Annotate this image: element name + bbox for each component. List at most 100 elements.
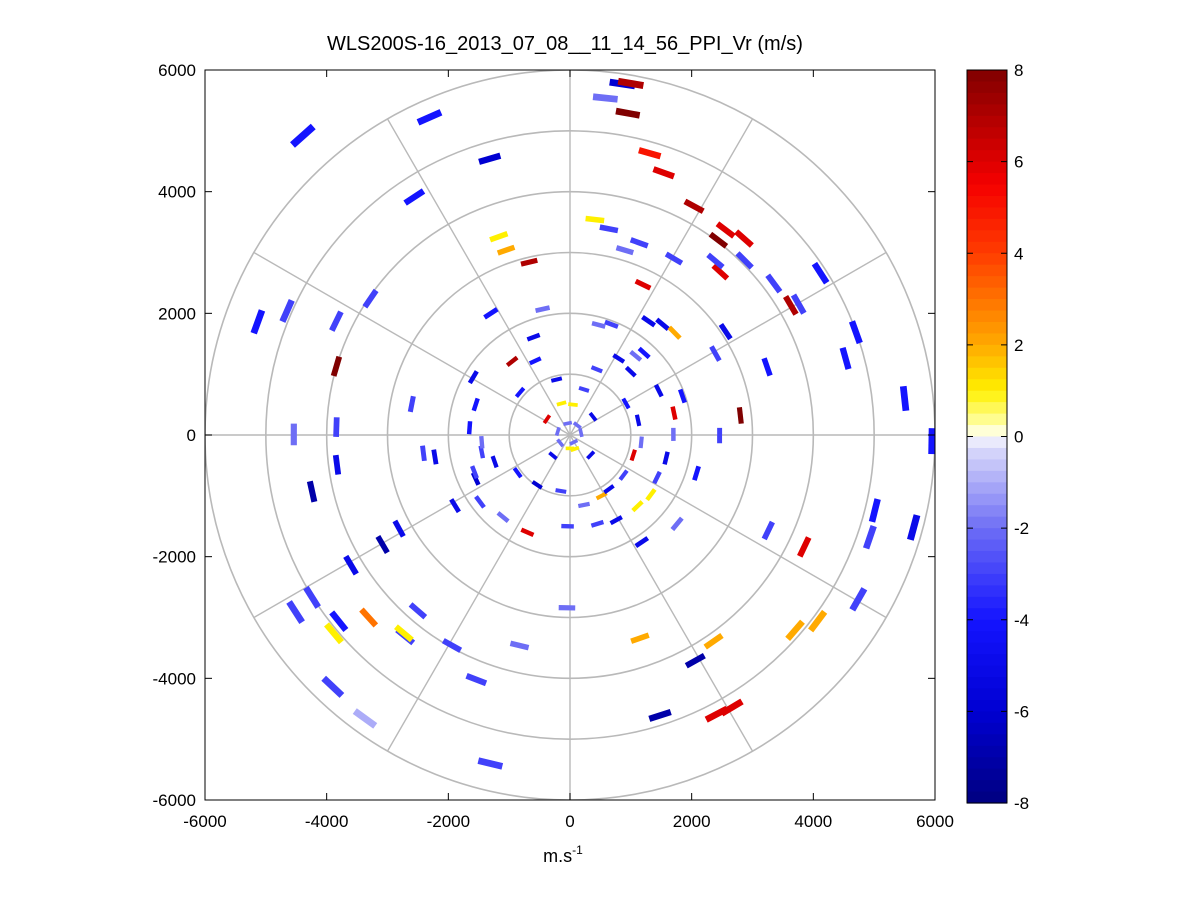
colorbar-tick-label: 0 — [1014, 428, 1023, 447]
gate-30 — [509, 640, 530, 651]
colorbar-swatch — [967, 218, 1007, 231]
gate-48 — [332, 454, 342, 475]
y-axis: 6000 4000 2000 0 -2000 -4000 -6000 — [153, 61, 935, 810]
colorbar-swatch — [967, 264, 1007, 277]
gate-116 — [634, 414, 642, 427]
gate-24 — [684, 653, 706, 669]
gate-144 — [554, 426, 561, 437]
spoke-300 — [569, 434, 754, 752]
x-tick-label: 4000 — [794, 812, 832, 831]
y-tick-label: 0 — [187, 426, 196, 445]
gate-58 — [279, 298, 295, 323]
colorbar-tick-label: 8 — [1014, 61, 1023, 80]
y-tick-label: 2000 — [158, 304, 196, 323]
gate-92 — [717, 427, 723, 444]
colorbar-swatch — [967, 608, 1007, 621]
gate-94 — [670, 516, 684, 532]
x-axis-label-base: m.s — [543, 846, 572, 866]
colorbar-swatch — [967, 551, 1007, 564]
x-axis-label: m.s-1 — [543, 843, 583, 866]
gate-18 — [849, 587, 868, 612]
gate-42 — [352, 708, 378, 729]
gate-23 — [703, 632, 724, 650]
colorbar-swatch — [967, 631, 1007, 644]
gate-61 — [416, 109, 443, 126]
gate-65 — [489, 231, 509, 243]
gate-100 — [590, 365, 603, 374]
gate-128 — [496, 511, 510, 524]
x-tick-label: -2000 — [427, 812, 470, 831]
gate-38 — [286, 600, 305, 624]
colorbar-swatch — [967, 711, 1007, 724]
gate-89 — [667, 325, 682, 340]
colorbar-swatch — [967, 768, 1007, 781]
gate-54 — [431, 449, 439, 465]
colorbar-swatch — [967, 516, 1007, 529]
colorbar-swatch — [967, 253, 1007, 266]
gate-115 — [638, 436, 644, 449]
chart-title: WLS200S-16_2013_07_08__11_14_56_PPI_Vr (… — [327, 33, 803, 55]
colorbar-swatch — [967, 425, 1007, 438]
gate-63 — [403, 188, 426, 206]
gate-44 — [394, 624, 414, 643]
gate-93 — [692, 465, 701, 481]
gate-36 — [329, 610, 349, 632]
x-tick-label: 6000 — [916, 812, 954, 831]
gate-74 — [615, 245, 634, 256]
gate-32 — [465, 672, 488, 687]
gate-103 — [556, 400, 567, 407]
gate-133 — [631, 500, 644, 513]
gate-19 — [808, 609, 828, 633]
gate-71 — [550, 376, 563, 383]
x-tick-label: -4000 — [305, 812, 348, 831]
colorbar-swatch — [967, 138, 1007, 151]
gate-98 — [637, 346, 651, 360]
colorbar-swatch — [967, 470, 1007, 483]
gate-2 — [592, 93, 618, 103]
gate-26 — [720, 698, 744, 717]
x-axis-label-exponent: -1 — [572, 843, 583, 857]
gate-132 — [609, 515, 623, 526]
gate-107 — [512, 466, 523, 479]
gate-137 — [671, 427, 676, 441]
velocity-gates — [250, 77, 935, 770]
gate-80 — [790, 293, 807, 315]
colorbar-swatch — [967, 195, 1007, 209]
colorbar-swatch — [967, 505, 1007, 518]
spoke-30 — [569, 251, 887, 436]
gate-53 — [420, 445, 427, 462]
gate-21 — [797, 536, 812, 558]
colorbar-swatch — [967, 310, 1007, 323]
colorbar-swatch — [967, 207, 1007, 220]
gate-139 — [653, 383, 664, 398]
gate-95 — [634, 536, 650, 549]
colorbar-swatch — [967, 321, 1007, 335]
gate-134 — [645, 488, 657, 502]
gate-142 — [578, 428, 584, 438]
gate-55 — [407, 395, 416, 413]
gate-59 — [250, 309, 266, 335]
colorbar-swatch — [967, 654, 1007, 667]
colorbar-swatch — [967, 241, 1007, 254]
colorbar-swatch — [967, 161, 1007, 174]
gate-3 — [615, 107, 641, 119]
colorbar-swatch — [967, 436, 1007, 449]
x-tick-label: -6000 — [183, 812, 226, 831]
gate-96 — [604, 319, 619, 329]
gate-108 — [531, 480, 543, 490]
colorbar-swatch — [967, 539, 1007, 552]
gate-1 — [617, 77, 644, 89]
colorbar-swatch — [967, 402, 1007, 415]
colorbar-swatch — [967, 596, 1007, 609]
gate-119 — [612, 353, 626, 364]
colorbar-tick-label: -8 — [1014, 794, 1029, 813]
gate-79 — [765, 273, 783, 294]
gate-56 — [330, 355, 343, 377]
gate-16 — [868, 498, 881, 523]
gate-86 — [634, 278, 652, 291]
colorbar-tick-label: 2 — [1014, 336, 1023, 355]
colorbar-swatch — [967, 780, 1007, 793]
colorbar-tick-label: -2 — [1014, 519, 1029, 538]
gate-70 — [528, 356, 542, 366]
colorbar-swatch — [967, 482, 1007, 495]
